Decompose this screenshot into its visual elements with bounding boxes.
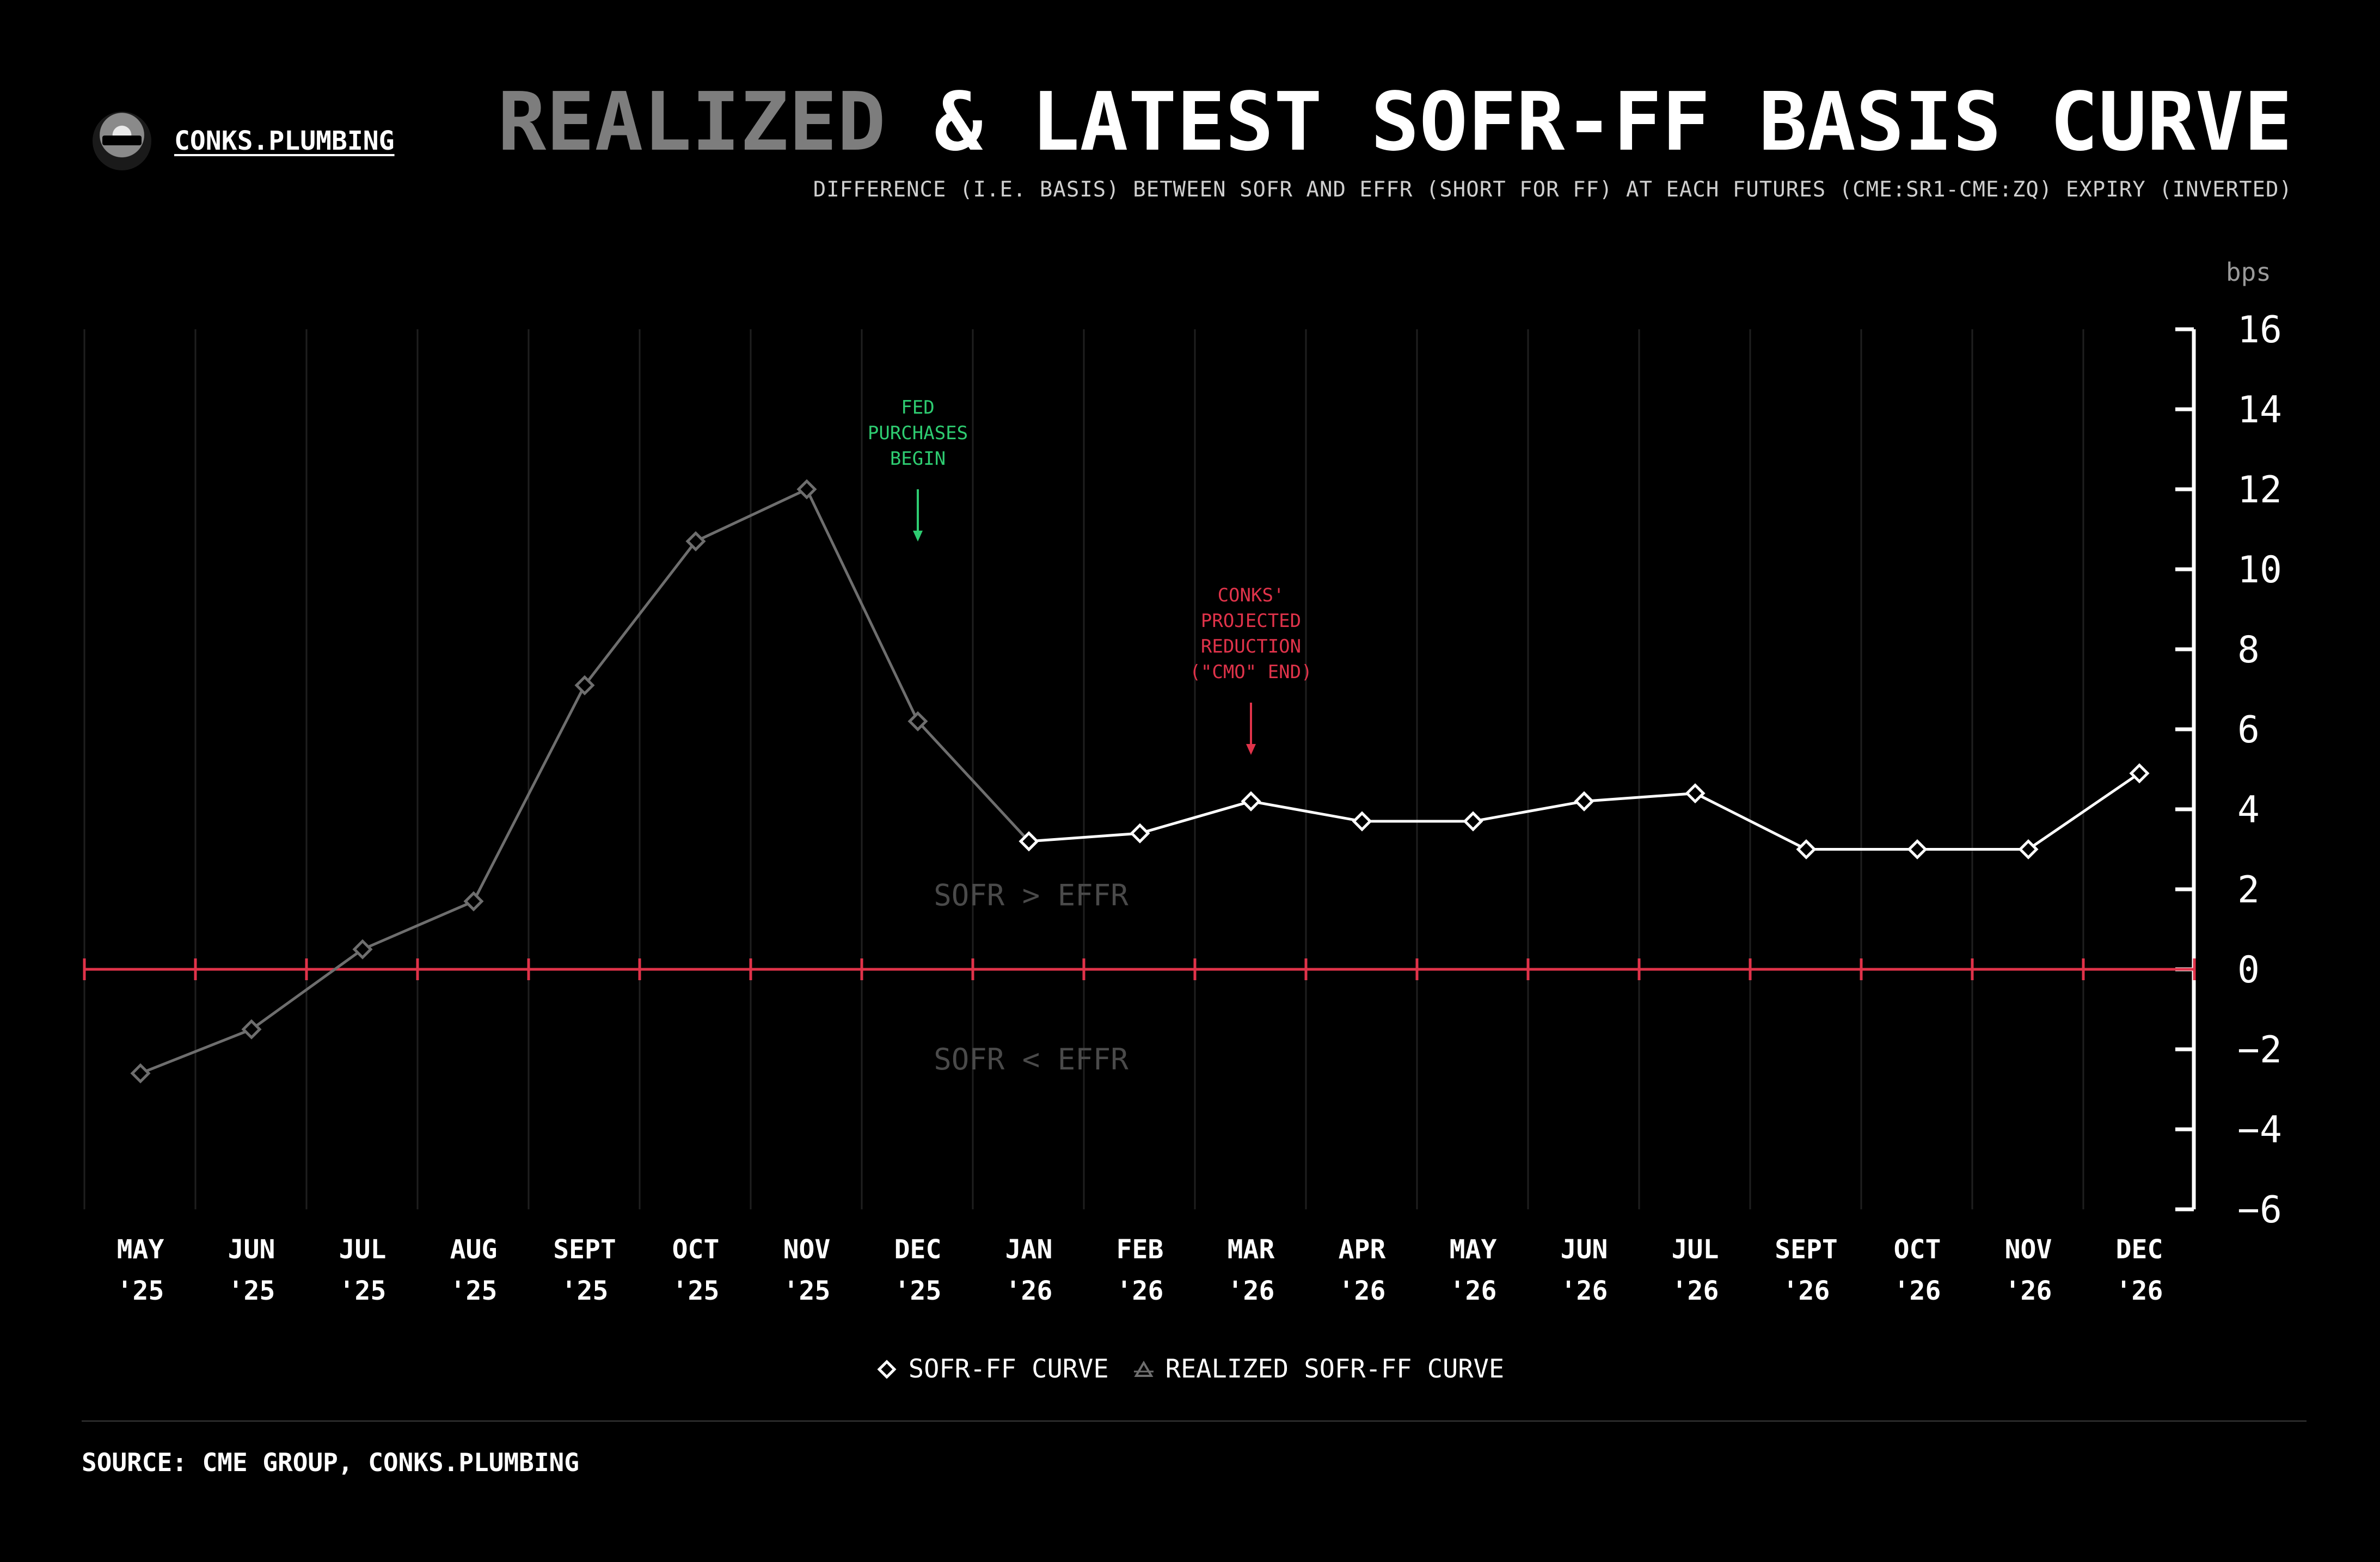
data-point[interactable] [1574,791,1594,811]
x-tick-label-month: MAY [1450,1234,1497,1265]
data-point[interactable] [685,531,706,552]
annotation-text: FED [901,397,934,419]
title-rest: & LATEST SOFR-FF BASIS CURVE [934,75,2292,169]
legend-item-realized[interactable]: REALIZED SOFR-FF CURVE [1133,1354,1505,1384]
legend: SOFR-FF CURVE REALIZED SOFR-FF CURVE [0,1354,2380,1384]
data-point[interactable] [796,479,817,500]
x-tick-label-month: OCT [672,1234,720,1265]
series-line [140,487,1030,1075]
data-point[interactable] [1796,839,1817,860]
y-tick-label: 4 [2237,789,2260,832]
x-tick-label-year: '26 [1561,1276,1608,1306]
x-tick-label-year: '25 [339,1276,387,1306]
y-tick-label: 16 [2237,309,2282,352]
data-point[interactable] [2018,839,2039,860]
x-tick-label-month: JUN [228,1234,275,1265]
x-tick-label-month: MAR [1228,1234,1275,1265]
data-point[interactable] [463,891,484,912]
data-point[interactable] [241,1019,262,1040]
annotation-text: REDUCTION [1201,636,1301,657]
x-tick-label-month: DEC [2116,1234,2163,1265]
x-tick-label-month: OCT [1894,1234,1941,1265]
annotation-text: CONKS' [1218,585,1285,606]
x-tick-label-year: '26 [1783,1276,1830,1306]
triangle-icon [1133,1360,1154,1377]
x-tick-label-month: JUL [1672,1234,1719,1265]
y-tick-label: 14 [2237,389,2282,432]
y-tick-label: 6 [2237,709,2260,752]
x-tick-label-month: NOV [783,1234,831,1265]
legend-label-latest: SOFR-FF CURVE [908,1354,1109,1384]
x-tick-label-year: '26 [1339,1276,1386,1306]
y-tick-label: −4 [2237,1109,2282,1152]
x-tick-label-year: '26 [1117,1276,1164,1306]
annotation-text: PROJECTED [1201,610,1301,632]
y-tick-label: −6 [2237,1189,2282,1232]
x-tick-label-year: '26 [1450,1276,1497,1306]
data-point[interactable] [1241,791,1261,811]
x-tick-label-month: FEB [1117,1234,1164,1265]
brand-link[interactable]: CONKS.PLUMBING [174,126,395,156]
x-tick-label-year: '26 [2116,1276,2163,1306]
x-tick-label-month: SEPT [553,1234,616,1265]
x-tick-label-year: '25 [450,1276,498,1306]
annotation-arrowhead [913,531,923,542]
brand: CONKS.PLUMBING [93,112,395,170]
x-tick-label-year: '25 [228,1276,275,1306]
y-tick-label: 10 [2237,549,2282,592]
x-tick-label-month: AUG [450,1234,498,1265]
annotation-text: BEGIN [890,448,946,470]
x-tick-label-year: '26 [1894,1276,1941,1306]
region-label-below: SOFR < EFFR [934,1042,1128,1077]
page-title: REALIZED & LATEST SOFR-FF BASIS CURVE [498,82,2292,162]
legend-item-latest[interactable]: SOFR-FF CURVE [876,1354,1109,1384]
annotation-text: ("CMO" END) [1189,661,1312,683]
annotation-arrowhead [1246,744,1256,755]
data-point[interactable] [1130,823,1150,844]
data-point[interactable] [1019,831,1039,852]
y-unit-label: bps [2226,257,2271,287]
x-tick-label-month: SEPT [1775,1234,1838,1265]
data-point[interactable] [1907,839,1928,860]
x-tick-label-year: '26 [1672,1276,1719,1306]
legend-label-realized: REALIZED SOFR-FF CURVE [1165,1354,1505,1384]
data-point[interactable] [352,939,373,960]
data-point[interactable] [1352,811,1372,832]
y-tick-label: 8 [2237,629,2260,672]
x-tick-label-month: NOV [2005,1234,2052,1265]
y-tick-label: 12 [2237,469,2282,512]
footer-divider [82,1420,2307,1422]
x-tick-label-year: '25 [783,1276,831,1306]
x-tick-label-year: '25 [561,1276,609,1306]
title-realized: REALIZED [498,75,886,169]
data-point[interactable] [2129,763,2150,784]
data-point[interactable] [574,675,595,696]
x-tick-label-year: '25 [117,1276,164,1306]
source-note: SOURCE: CME GROUP, CONKS.PLUMBING [82,1448,579,1477]
y-tick-label: −2 [2237,1029,2282,1072]
data-point[interactable] [907,711,928,731]
data-point[interactable] [130,1063,151,1084]
diamond-icon [877,1359,897,1379]
data-point[interactable] [1685,783,1706,804]
x-tick-label-month: DEC [894,1234,942,1265]
x-tick-label-year: '25 [894,1276,942,1306]
x-tick-label-year: '25 [672,1276,720,1306]
x-tick-label-year: '26 [2005,1276,2052,1306]
data-point[interactable] [1463,811,1483,832]
y-tick-label: 2 [2237,869,2260,912]
x-tick-label-month: APR [1339,1234,1386,1265]
region-label-above: SOFR > EFFR [934,878,1128,912]
x-tick-label-year: '26 [1005,1276,1053,1306]
y-tick-label: 0 [2237,949,2260,992]
avatar [93,112,151,170]
x-tick-label-month: MAY [117,1234,164,1265]
x-tick-label-year: '26 [1228,1276,1275,1306]
page-subtitle: DIFFERENCE (I.E. BASIS) BETWEEN SOFR AND… [813,177,2292,202]
x-tick-label-month: JUL [339,1234,387,1265]
annotation-text: PURCHASES [868,422,968,444]
x-tick-label-month: JAN [1005,1234,1053,1265]
x-tick-label-month: JUN [1561,1234,1608,1265]
